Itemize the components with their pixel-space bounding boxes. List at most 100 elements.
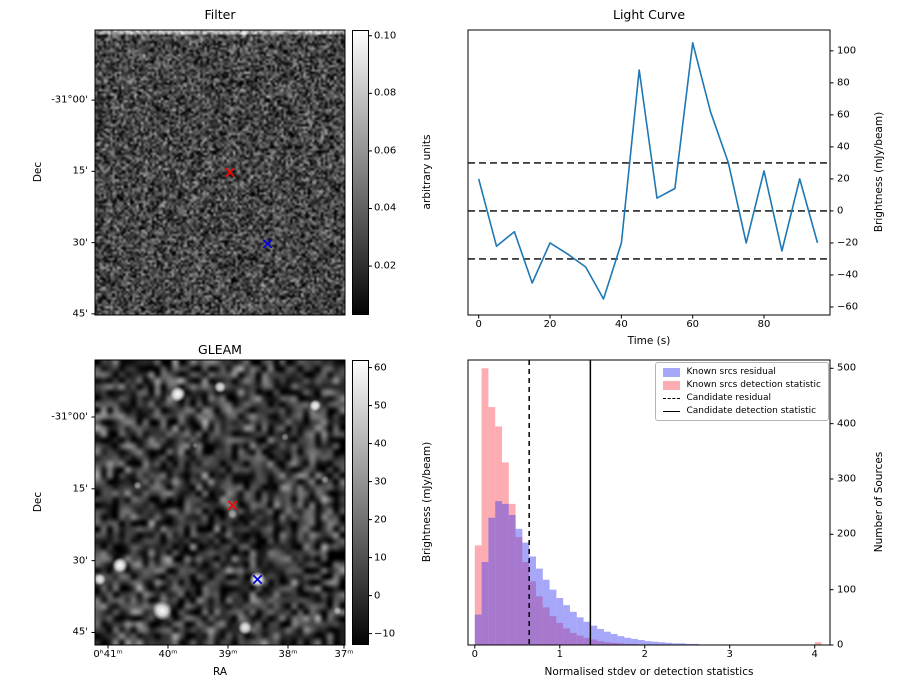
- colorbar-tick-label: 10: [374, 552, 387, 564]
- colorbar-tick-label: 40: [374, 438, 387, 450]
- histogram-bar: [651, 644, 659, 645]
- y-tick-label: 20: [837, 173, 850, 185]
- histogram-bar: [617, 636, 625, 645]
- x-tick-label: 4: [811, 649, 818, 660]
- histogram-bar: [603, 642, 611, 645]
- histogram-bar: [692, 643, 700, 645]
- histogram-bar: [685, 643, 693, 645]
- histogram-bar: [563, 605, 570, 645]
- legend-entry-known-residual: Known srcs residual: [663, 367, 821, 377]
- histogram-bar: [631, 638, 638, 645]
- y-tick-label: −60: [837, 301, 859, 313]
- histogram-panel: Normalised stdev or detection statistics…: [449, 340, 898, 699]
- solid-line-icon: [663, 410, 681, 412]
- histogram-bar: [501, 503, 509, 645]
- pink-patch-icon: [663, 380, 681, 390]
- histogram-bar: [624, 643, 632, 645]
- histogram-bar: [576, 617, 584, 645]
- histogram-xlabel: Normalised stdev or detection statistics: [544, 666, 754, 678]
- histogram-bar: [814, 642, 822, 645]
- y-tick-label: -31°00': [51, 94, 88, 106]
- histogram-bar: [569, 632, 577, 645]
- colorbar-tick-label: 60: [374, 362, 387, 374]
- light-curve-ylabel: Brightness (mJy/beam): [873, 111, 885, 233]
- axes-border: [467, 29, 831, 316]
- histogram-bar: [644, 641, 652, 645]
- colorbar-tick-label: 0.02: [374, 260, 397, 272]
- filter-colorbar-label: arbitrary units: [421, 134, 433, 210]
- x-tick-label: 38ᵐ: [278, 649, 298, 660]
- colorbar-tick-label: 0.04: [374, 202, 397, 214]
- histogram-bar: [637, 644, 645, 645]
- filter-title: Filter: [204, 7, 236, 22]
- histogram-bar: [481, 561, 489, 645]
- histogram-bar: [515, 537, 523, 645]
- histogram-bar: [508, 514, 516, 645]
- histogram-bar: [705, 644, 713, 645]
- legend-label: Candidate residual: [686, 393, 772, 403]
- histogram-bar: [617, 643, 625, 645]
- x-tick-label: 1: [556, 649, 563, 660]
- histogram-bar: [699, 644, 706, 645]
- filter-panel: Filter Dec arbitrary units -31°00' 15' 30'…: [0, 0, 449, 350]
- legend-entry-candidate-detection: Candidate detection statistic: [663, 406, 821, 416]
- histogram-bar: [671, 643, 679, 645]
- blue-patch-icon: [663, 367, 681, 377]
- legend-entry-candidate-residual: Candidate residual: [663, 393, 821, 403]
- histogram-bar: [535, 596, 543, 645]
- histogram-bar: [488, 517, 496, 645]
- histogram-bar: [583, 637, 591, 645]
- gleam-panel: GLEAM RA Dec Brightness (mJy/beam) -31°0…: [0, 340, 449, 699]
- histogram-bar: [529, 581, 536, 645]
- gleam-colorbar: [352, 360, 369, 645]
- y-tick-label: 200: [837, 528, 857, 540]
- histogram-bar: [522, 561, 530, 645]
- y-tick-label: 45': [72, 626, 88, 638]
- x-tick-label: 0ʰ41ᵐ: [93, 649, 123, 660]
- histogram-bar: [501, 462, 509, 645]
- histogram-bar: [529, 556, 536, 645]
- y-tick-label: 500: [837, 362, 857, 374]
- y-tick-label: 400: [837, 418, 857, 430]
- histogram-bar: [495, 426, 502, 645]
- light-curve-xlabel: Time (s): [627, 335, 671, 347]
- histogram-bar: [481, 368, 489, 645]
- y-tick-label: −20: [837, 237, 859, 249]
- histogram-bar: [610, 633, 618, 645]
- histogram-bar: [624, 637, 632, 645]
- histogram-bar: [515, 528, 523, 645]
- histogram-bar: [678, 643, 686, 645]
- histogram-bar: [631, 643, 638, 645]
- colorbar-tick-label: 50: [374, 400, 387, 412]
- y-tick-label: 30': [72, 237, 88, 249]
- x-tick-label: 80: [757, 319, 771, 330]
- histogram-bar: [583, 621, 591, 645]
- colorbar-tick-label: 0.10: [374, 30, 397, 42]
- filter-colorbar: [352, 30, 369, 315]
- y-tick-label: 0: [837, 205, 844, 217]
- y-tick-label: 80: [837, 77, 850, 89]
- histogram-bar: [610, 642, 618, 645]
- x-tick-label: 20: [543, 319, 557, 330]
- light-curve-panel: Light Curve Time (s) Brightness (mJy/bea…: [449, 0, 898, 350]
- y-tick-label: 100: [837, 584, 857, 596]
- histogram-bar: [508, 503, 516, 645]
- histogram-bar: [535, 568, 543, 645]
- y-tick-label: 15': [72, 165, 88, 177]
- y-tick-label: 0: [837, 639, 844, 651]
- histogram-bar: [522, 542, 530, 645]
- histogram-bar: [719, 644, 727, 645]
- histogram-bar: [569, 611, 577, 645]
- colorbar-tick-label: 20: [374, 514, 387, 526]
- histogram-bar: [474, 545, 482, 645]
- colorbar-tick-label: 0.06: [374, 145, 397, 157]
- light-curve-plot: [467, 29, 834, 319]
- histogram-bar: [576, 635, 584, 645]
- histogram-bar: [597, 628, 604, 645]
- legend-label: Known srcs residual: [686, 367, 776, 377]
- histogram-bar: [542, 579, 550, 645]
- y-tick-label: -31°00': [51, 411, 88, 423]
- histogram-bar: [590, 625, 598, 645]
- gleam-title: GLEAM: [198, 342, 242, 357]
